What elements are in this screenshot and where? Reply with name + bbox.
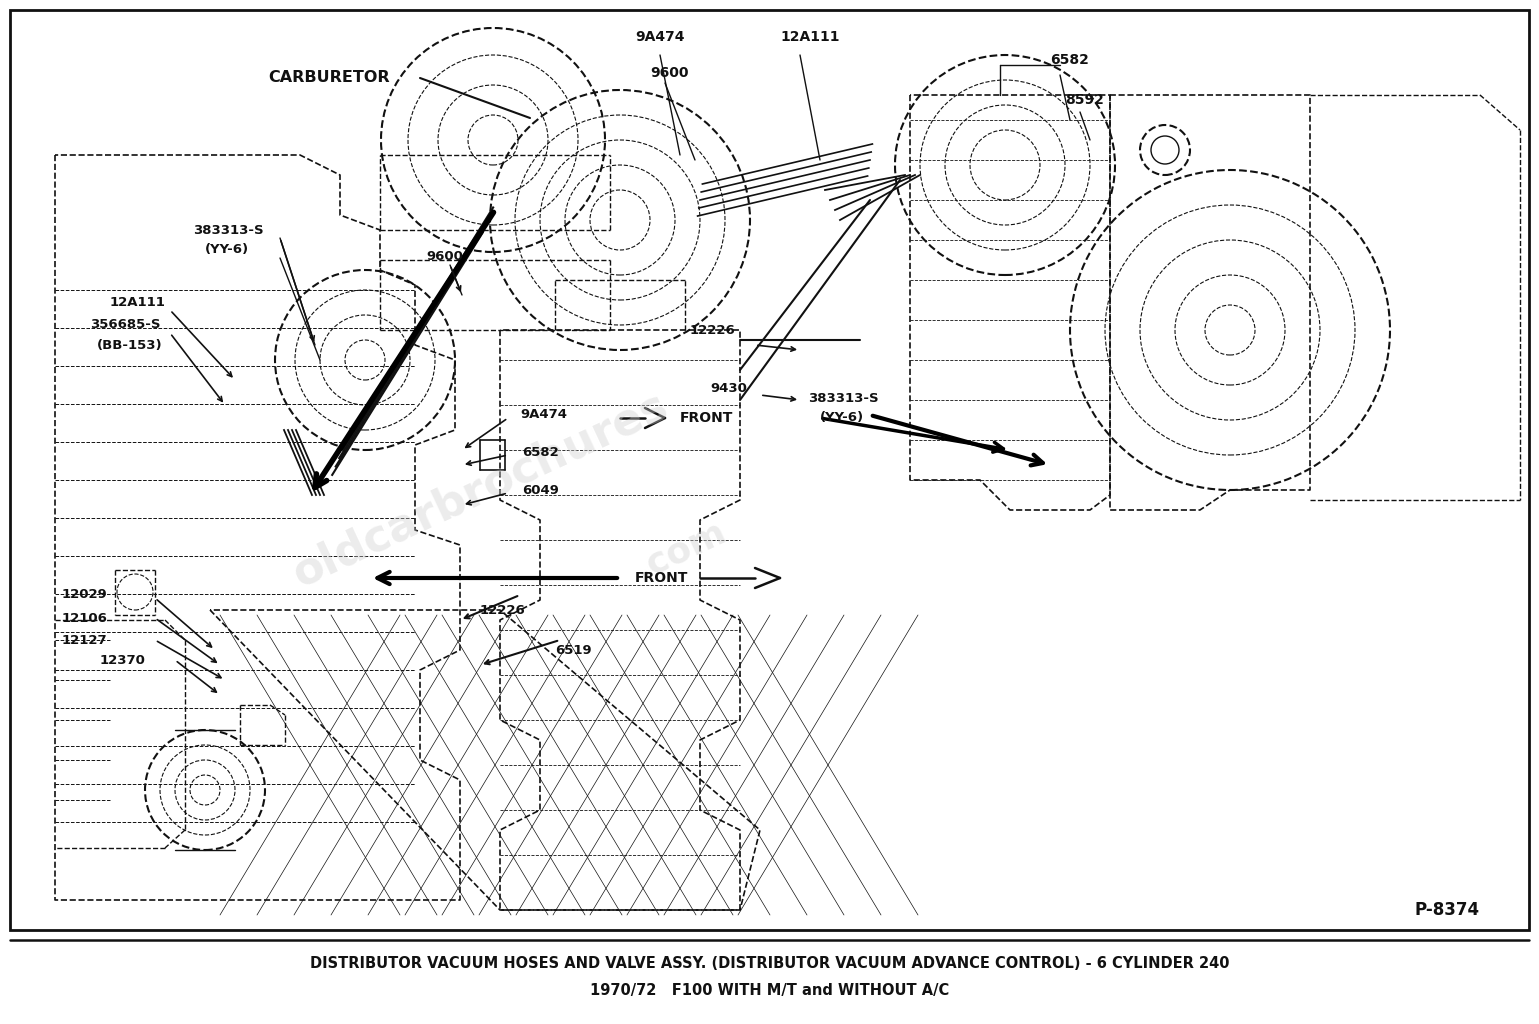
Text: (YY-6): (YY-6): [205, 244, 249, 256]
Text: 6582: 6582: [522, 445, 559, 459]
Text: 9A474: 9A474: [520, 409, 566, 422]
Text: 383313-S: 383313-S: [808, 391, 879, 404]
Text: 383313-S: 383313-S: [192, 223, 263, 237]
Text: 9600: 9600: [426, 250, 463, 262]
Text: 1970/72   F100 WITH M/T and WITHOUT A/C: 1970/72 F100 WITH M/T and WITHOUT A/C: [589, 982, 950, 997]
Text: oldcarbrochures: oldcarbrochures: [286, 384, 674, 596]
Text: (BB-153): (BB-153): [97, 339, 163, 351]
Text: FRONT: FRONT: [680, 411, 734, 425]
Text: 12226: 12226: [480, 603, 526, 616]
Text: FRONT: FRONT: [636, 571, 688, 585]
Text: 6519: 6519: [556, 643, 591, 656]
Text: 12370: 12370: [100, 653, 146, 667]
Text: 356685-S: 356685-S: [89, 318, 160, 332]
Text: P-8374: P-8374: [1414, 901, 1481, 919]
Text: 6582: 6582: [1050, 53, 1090, 67]
Text: 12A111: 12A111: [109, 297, 166, 309]
Text: 12A111: 12A111: [780, 30, 839, 44]
Text: 12226: 12226: [689, 324, 736, 337]
Text: 12029: 12029: [62, 589, 108, 601]
Text: 12127: 12127: [62, 634, 108, 646]
Text: 9A474: 9A474: [636, 30, 685, 44]
Text: 9430: 9430: [709, 382, 746, 394]
Bar: [9, 10, 1530, 930]
Text: CARBURETOR: CARBURETOR: [268, 71, 389, 85]
Text: DISTRIBUTOR VACUUM HOSES AND VALVE ASSY. (DISTRIBUTOR VACUUM ADVANCE CONTROL) - : DISTRIBUTOR VACUUM HOSES AND VALVE ASSY.…: [309, 955, 1230, 971]
Text: 12106: 12106: [62, 611, 108, 625]
Text: 9600: 9600: [649, 66, 688, 80]
Text: 8592: 8592: [1065, 93, 1103, 106]
Text: (YY-6): (YY-6): [820, 412, 863, 425]
Text: .com: .com: [629, 514, 731, 586]
Text: 6049: 6049: [522, 483, 559, 497]
